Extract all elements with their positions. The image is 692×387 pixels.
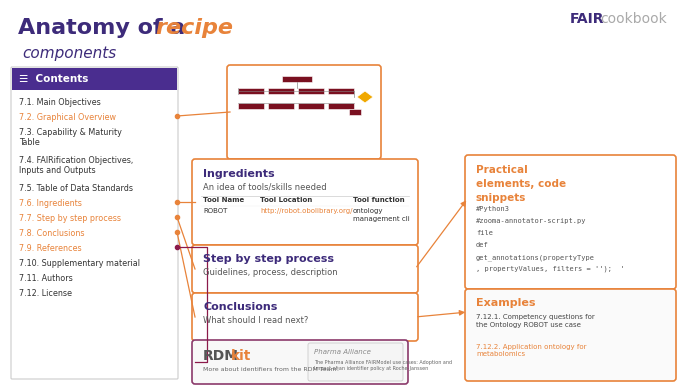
Text: ☰  Contents: ☰ Contents <box>19 74 89 84</box>
Text: 7.12. License: 7.12. License <box>19 289 72 298</box>
Text: Conclusions: Conclusions <box>203 302 277 312</box>
Text: 7.8. Conclusions: 7.8. Conclusions <box>19 229 84 238</box>
FancyBboxPatch shape <box>282 76 312 82</box>
Text: 7.10. Supplementary material: 7.10. Supplementary material <box>19 259 140 268</box>
Text: recipe: recipe <box>155 18 233 38</box>
FancyBboxPatch shape <box>192 159 418 245</box>
FancyBboxPatch shape <box>268 88 294 94</box>
Text: def: def <box>476 242 489 248</box>
Text: More about identifiers from the RDM Team!: More about identifiers from the RDM Team… <box>203 367 339 372</box>
FancyBboxPatch shape <box>238 88 264 94</box>
Text: An idea of tools/skills needed: An idea of tools/skills needed <box>203 182 327 191</box>
Text: ROBOT: ROBOT <box>203 208 228 214</box>
FancyBboxPatch shape <box>465 289 676 381</box>
Text: Guidelines, process, description: Guidelines, process, description <box>203 268 338 277</box>
FancyBboxPatch shape <box>227 65 381 159</box>
Text: Tool Name: Tool Name <box>203 197 244 203</box>
FancyBboxPatch shape <box>349 109 361 115</box>
Text: 7.3. Capability & Maturity
Table: 7.3. Capability & Maturity Table <box>19 128 122 147</box>
Text: Step by step process: Step by step process <box>203 254 334 264</box>
FancyBboxPatch shape <box>192 340 408 384</box>
Polygon shape <box>357 91 373 103</box>
Text: 7.12.2. Application ontology for
metabolomics: 7.12.2. Application ontology for metabol… <box>476 344 587 358</box>
FancyBboxPatch shape <box>298 88 324 94</box>
Text: 7.6. Ingredients: 7.6. Ingredients <box>19 199 82 208</box>
Text: action: action <box>300 82 311 86</box>
Text: action: action <box>239 82 251 86</box>
Text: get_annotations(propertyType: get_annotations(propertyType <box>476 254 595 260</box>
Text: The Pharma Alliance FAIRModel use cases: Adoption and
Impact of an identifier po: The Pharma Alliance FAIRModel use cases:… <box>314 360 452 371</box>
Text: Anatomy of a: Anatomy of a <box>18 18 193 38</box>
Text: FAIR: FAIR <box>570 12 605 26</box>
Text: 7.5. Table of Data Standards: 7.5. Table of Data Standards <box>19 184 133 193</box>
Text: 7.2. Graphical Overview: 7.2. Graphical Overview <box>19 113 116 122</box>
Text: 7.1. Main Objectives: 7.1. Main Objectives <box>19 98 101 107</box>
Text: 7.12.1. Competency questions for
the Ontology ROBOT use case: 7.12.1. Competency questions for the Ont… <box>476 314 594 327</box>
Text: Practical
elements, code
snippets: Practical elements, code snippets <box>476 165 566 203</box>
FancyBboxPatch shape <box>238 103 264 109</box>
Text: Examples: Examples <box>476 298 536 308</box>
FancyBboxPatch shape <box>268 103 294 109</box>
Text: Pharma Alliance: Pharma Alliance <box>314 349 371 355</box>
Text: Tool Location: Tool Location <box>260 197 312 203</box>
Text: 7.4. FAIRification Objectives,
Inputs and Outputs: 7.4. FAIRification Objectives, Inputs an… <box>19 156 134 175</box>
Text: cookbook: cookbook <box>600 12 667 26</box>
FancyBboxPatch shape <box>308 343 403 381</box>
Text: #zooma-annotator-script.py: #zooma-annotator-script.py <box>476 218 587 224</box>
Text: 7.9. References: 7.9. References <box>19 244 82 253</box>
Text: http://robot.obolibrary.org/: http://robot.obolibrary.org/ <box>260 208 352 214</box>
FancyBboxPatch shape <box>328 103 354 109</box>
Text: action: action <box>269 82 280 86</box>
Text: ontology
management cli: ontology management cli <box>353 208 410 221</box>
Text: What should I read next?: What should I read next? <box>203 316 309 325</box>
Text: #Python3: #Python3 <box>476 206 510 212</box>
Text: Tool function: Tool function <box>353 197 405 203</box>
FancyBboxPatch shape <box>11 67 178 379</box>
FancyBboxPatch shape <box>298 103 324 109</box>
Text: Ingredients: Ingredients <box>203 169 275 179</box>
Text: RDM: RDM <box>203 349 239 363</box>
Text: 7.7. Step by step process: 7.7. Step by step process <box>19 214 121 223</box>
Text: kit: kit <box>231 349 251 363</box>
FancyBboxPatch shape <box>12 68 177 90</box>
FancyBboxPatch shape <box>192 293 418 341</box>
Text: 7.11. Authors: 7.11. Authors <box>19 274 73 283</box>
FancyBboxPatch shape <box>465 155 676 289</box>
Text: components: components <box>22 46 116 61</box>
Text: , propertyValues, filters = '');  ': , propertyValues, filters = ''); ' <box>476 266 625 272</box>
FancyBboxPatch shape <box>328 88 354 94</box>
Text: file: file <box>476 230 493 236</box>
FancyBboxPatch shape <box>192 245 418 293</box>
